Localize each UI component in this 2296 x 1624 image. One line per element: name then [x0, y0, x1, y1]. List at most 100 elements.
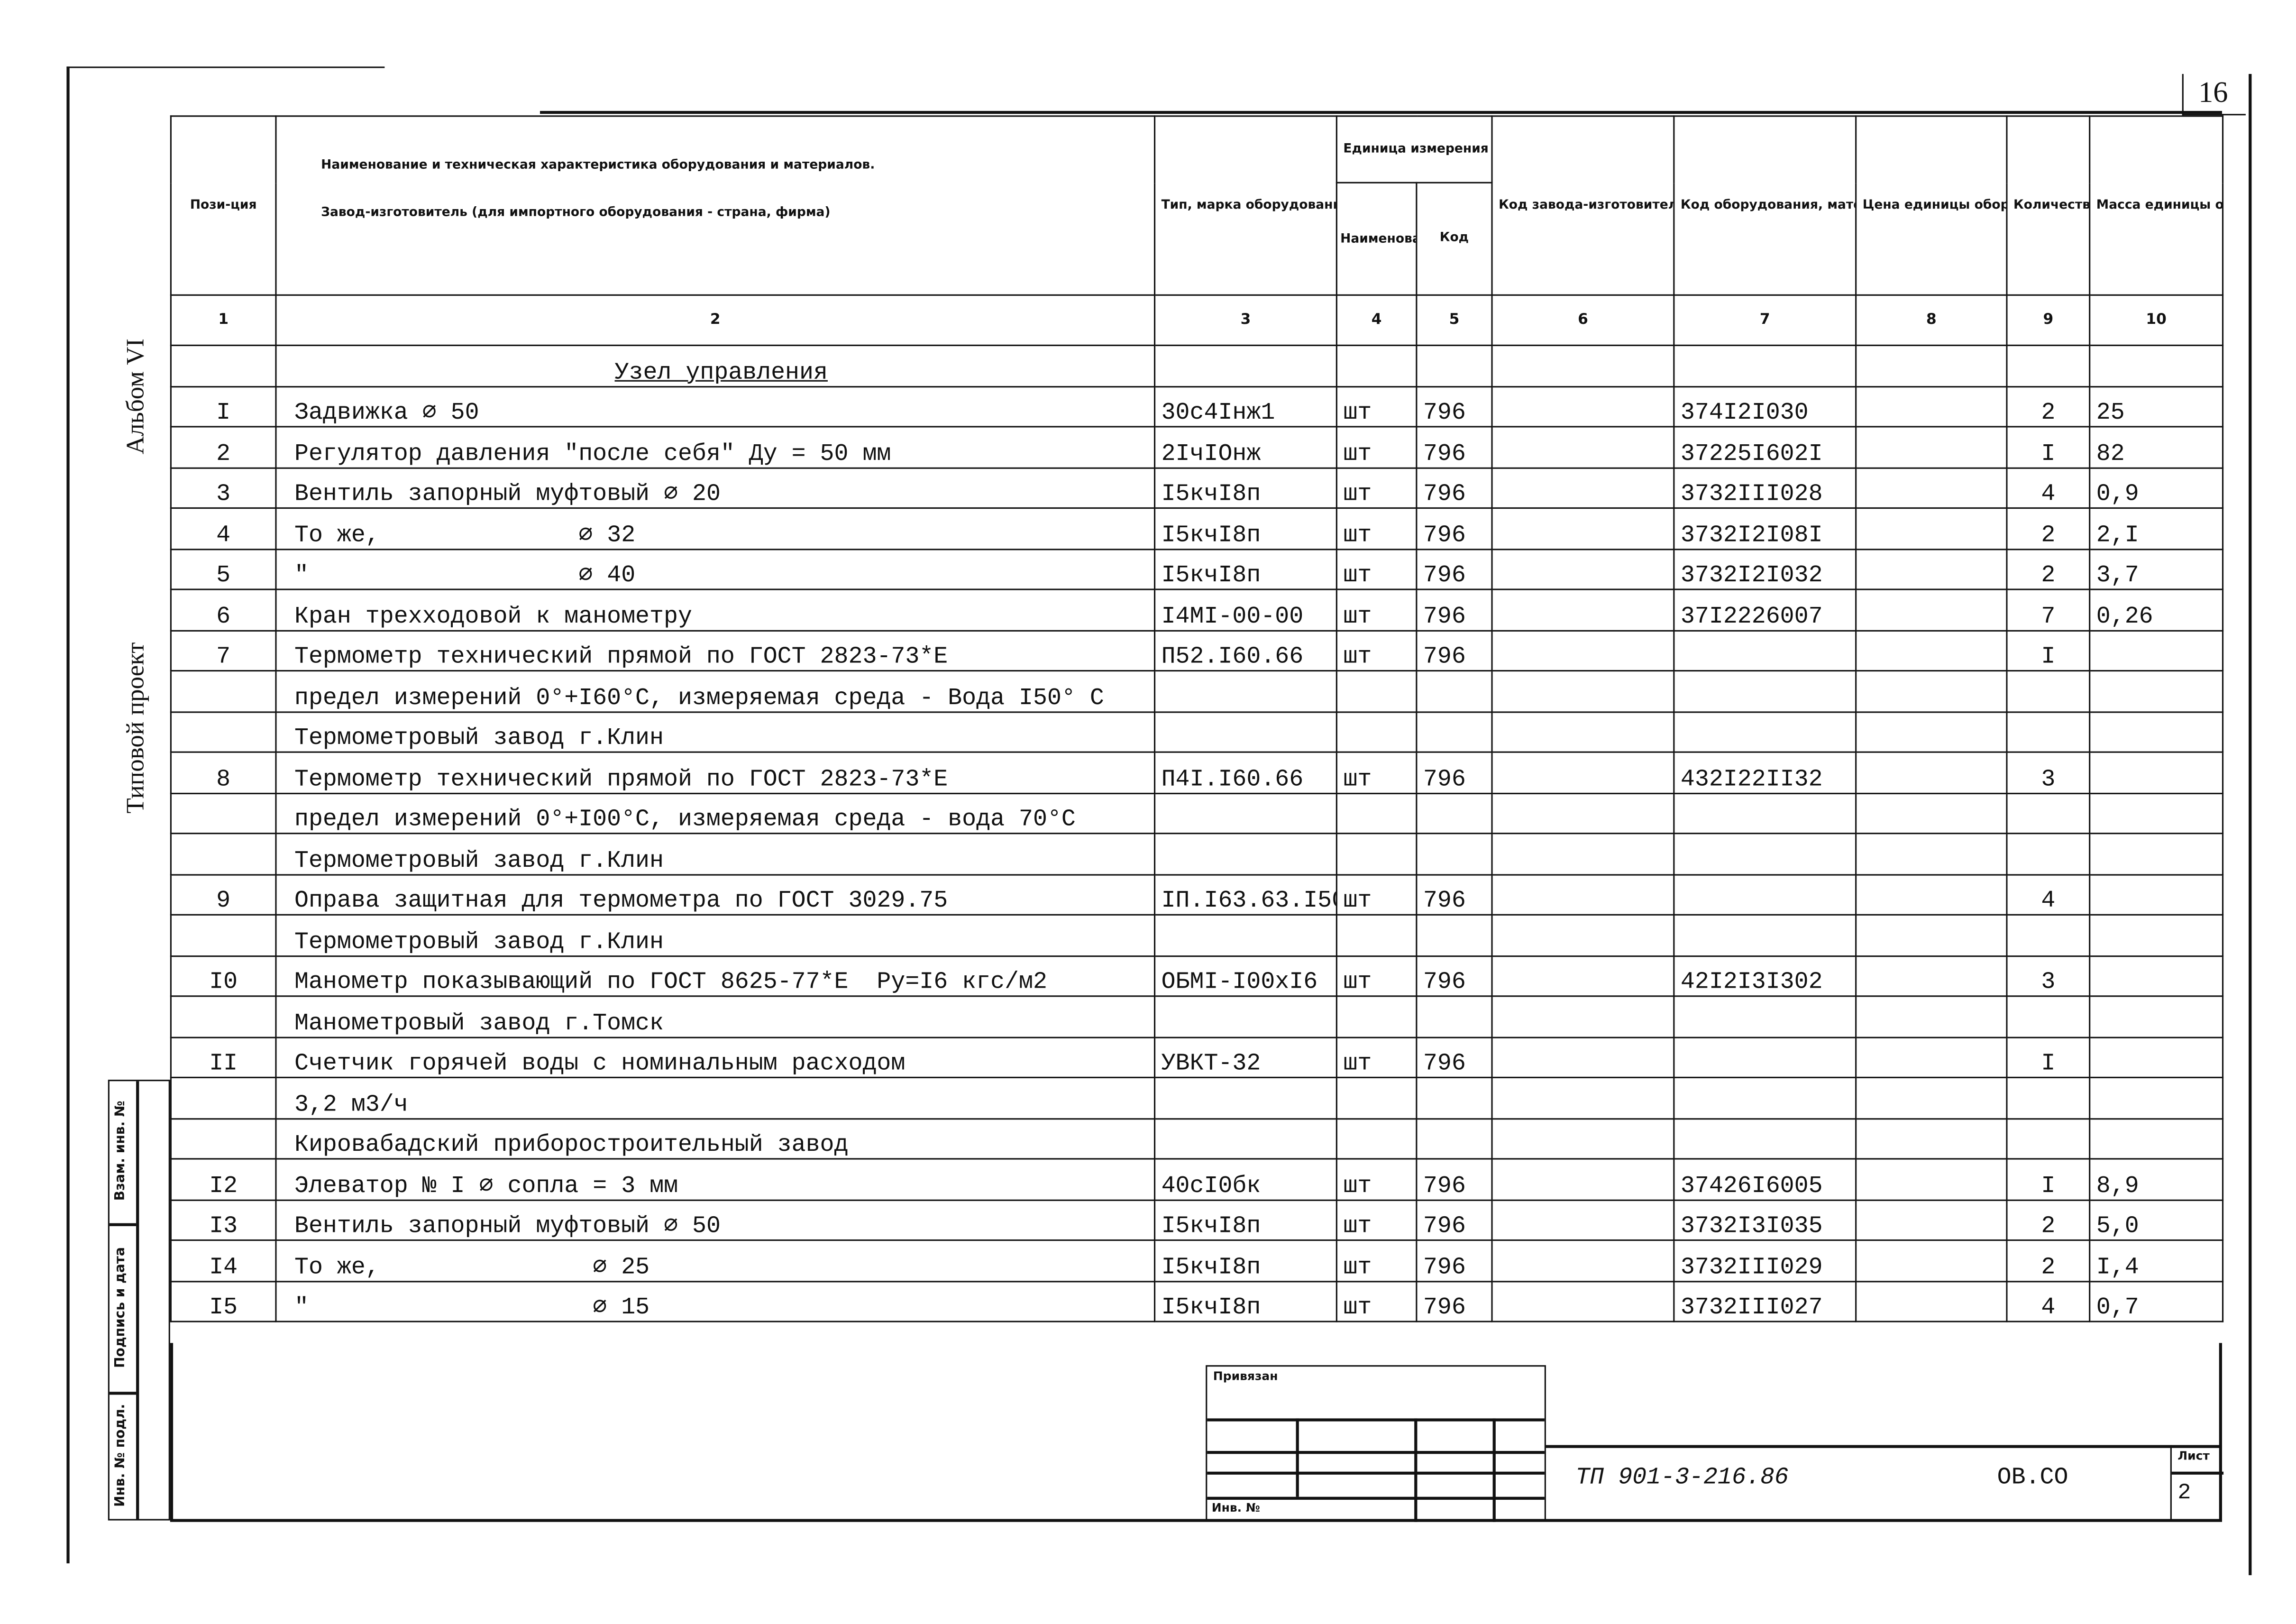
cell-price [1855, 710, 2008, 753]
cell-equipment-code [1673, 833, 1857, 875]
cell-type [1153, 710, 1337, 753]
table-row: Кировабадский приборостроительный завод [170, 1117, 2224, 1160]
cell-price [1855, 588, 2008, 631]
cell-plant-code [1491, 710, 1675, 753]
cell-quantity: I [2006, 1036, 2091, 1078]
cell-mass: 8,9 [2089, 1158, 2224, 1201]
cell-name: 3,2 м3/ч [275, 1076, 1156, 1119]
cell-equipment-code: 3732I2I032 [1673, 548, 1857, 590]
header-equipment-code: Код оборудования, материала [1673, 115, 1857, 296]
cell-unit-code: 796 [1416, 507, 1493, 550]
cell-name: предел измерений 0°+I00°С, измеряемая ср… [275, 792, 1156, 835]
cell-unit-code: 796 [1416, 426, 1493, 468]
cell-type: I5кчI8п [1153, 467, 1337, 509]
cell-quantity: 2 [2006, 385, 2091, 428]
cell-type: 30с4Iнж1 [1153, 385, 1337, 428]
cell-name: Узел управления [275, 344, 1156, 387]
cell-quantity [2006, 914, 2091, 956]
cell-position [170, 344, 277, 387]
column-number: 10 [2089, 294, 2224, 346]
cell-position [170, 833, 277, 875]
table-row: Термометровый завод г.Клин [170, 833, 2224, 875]
cell-plant-code [1491, 995, 1675, 1038]
cell-name: То же, ∅ 32 [275, 507, 1156, 550]
frame-right-line [2249, 73, 2251, 1576]
cell-plant-code [1491, 426, 1675, 468]
table-row: предел измерений 0°+I60°С, измеряемая ср… [170, 670, 2224, 712]
cell-plant-code [1491, 548, 1675, 590]
cell-position: 9 [170, 873, 277, 916]
cell-type: П52.I60.66 [1153, 629, 1337, 672]
header-type: Тип, марка оборудования. Обозначение док… [1153, 115, 1337, 296]
cell-equipment-code [1673, 1117, 1857, 1160]
cell-equipment-code [1673, 710, 1857, 753]
frame-top-line [66, 66, 385, 69]
header-price: Цена единицы оборудования, тыс. руб. [1855, 115, 2008, 296]
cell-unit-code: 796 [1416, 1158, 1493, 1201]
orig-inv-label: Инв. № подл. [114, 1404, 129, 1507]
table-row: 8 Термометр технический прямой по ГОСТ 28… [170, 751, 2224, 794]
cell-quantity: 4 [2006, 1280, 2091, 1322]
cell-equipment-code: 3732I2I08I [1673, 507, 1857, 550]
cell-price [1855, 1076, 2008, 1119]
cell-name: Счетчик горячей воды с номинальным расхо… [275, 1036, 1156, 1078]
margin-stamp: Взам. инв. № Подпись и дата Инв. № подл. [108, 1080, 170, 1521]
cell-price [1855, 629, 2008, 672]
cell-position [170, 1117, 277, 1160]
cell-price [1855, 914, 2008, 956]
cell-unit-name: шт [1336, 588, 1418, 631]
cell-unit-name [1336, 670, 1418, 712]
cell-mass [2089, 995, 2224, 1038]
cell-unit-code: 796 [1416, 588, 1493, 631]
header-row: Пози-ция Наименование и техническая хара… [170, 115, 2224, 296]
column-number-row: 1 2 3 4 5 6 7 8 9 10 [170, 294, 2224, 346]
table-row: 7 Термометр технический прямой по ГОСТ 28… [170, 629, 2224, 672]
cell-type: I5кчI8п [1153, 1239, 1337, 1282]
cell-price [1855, 426, 2008, 468]
cell-unit-name: шт [1336, 751, 1418, 794]
header-unit-code: Код [1416, 182, 1493, 296]
cell-mass: 5,0 [2089, 1199, 2224, 1241]
column-number: 7 [1673, 294, 1857, 346]
cell-quantity: 2 [2006, 507, 2091, 550]
cell-equipment-code: 374I2I030 [1673, 385, 1857, 428]
cell-unit-name [1336, 710, 1418, 753]
cell-mass [2089, 710, 2224, 753]
cell-unit-code [1416, 710, 1493, 753]
cell-price [1855, 467, 2008, 509]
cell-unit-name: шт [1336, 1036, 1418, 1078]
cell-unit-code: 796 [1416, 954, 1493, 997]
cell-mass [2089, 914, 2224, 956]
cell-name: Термометровый завод г.Клин [275, 710, 1156, 753]
table-row: Термометровый завод г.Клин [170, 914, 2224, 956]
cell-plant-code [1491, 792, 1675, 835]
cell-position: I [170, 385, 277, 428]
cell-type [1153, 670, 1337, 712]
header-plant-code: Код завода-изготовителя [1491, 115, 1675, 296]
table-row: 3 Вентиль запорный муфтовый ∅ 20 I5кчI8п шт… [170, 467, 2224, 509]
cell-mass: 2,I [2089, 507, 2224, 550]
cell-price [1855, 751, 2008, 794]
cell-quantity [2006, 710, 2091, 753]
cell-equipment-code: 3732III029 [1673, 1239, 1857, 1282]
cell-mass [2089, 1076, 2224, 1119]
cell-unit-name: шт [1336, 954, 1418, 997]
table-row: 6 Кран трехходовой к манометру I4MI-00-00 ш… [170, 588, 2224, 631]
cell-position: I0 [170, 954, 277, 997]
specification-table: Пози-ция Наименование и техническая хара… [170, 115, 2224, 1322]
cell-quantity: I [2006, 1158, 2091, 1201]
cell-unit-code [1416, 1076, 1493, 1119]
cell-plant-code [1491, 1036, 1675, 1078]
cell-type [1153, 914, 1337, 956]
column-number: 8 [1855, 294, 2008, 346]
cell-equipment-code: 3732I3I035 [1673, 1199, 1857, 1241]
column-number: 5 [1416, 294, 1493, 346]
cell-equipment-code: 3732III027 [1673, 1280, 1857, 1322]
cell-mass [2089, 954, 2224, 997]
cell-type: 40сI0бк [1153, 1158, 1337, 1201]
cell-unit-code [1416, 792, 1493, 835]
cell-quantity: 2 [2006, 548, 2091, 590]
sheet-box: Лист 2 [2170, 1445, 2224, 1521]
cell-price [1855, 1239, 2008, 1282]
cell-plant-code [1491, 1117, 1675, 1160]
